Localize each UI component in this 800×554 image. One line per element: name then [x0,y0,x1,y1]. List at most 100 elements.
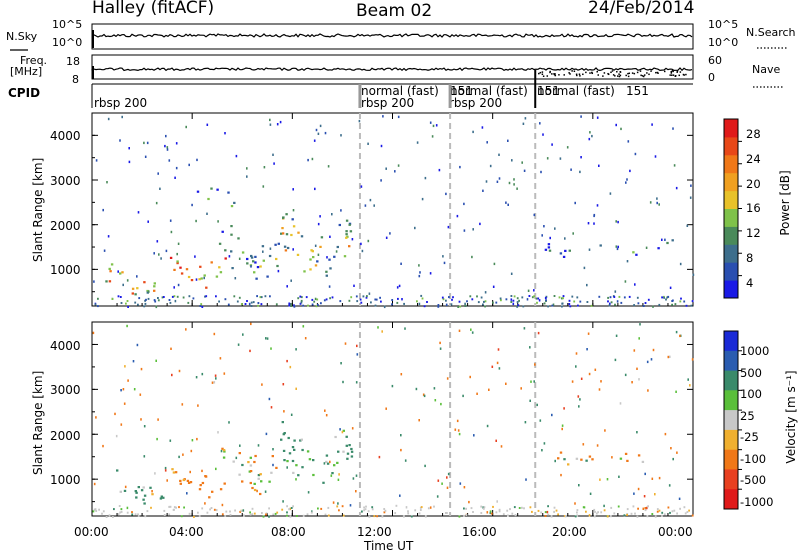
velocity-ground-cell [521,506,523,509]
velocity-scatter-cell [265,337,267,340]
velocity-echo-cell [292,471,295,474]
velocity-ground-cell [131,513,134,516]
power-scatter-cell [165,249,168,253]
velocity-scatter-cell [588,372,591,376]
velocity-scatter-cell [114,412,116,416]
velocity-ground-cell [626,508,629,511]
velocity-ground-cell [363,506,365,509]
power-scatter-cell [493,262,496,266]
power-ground-cell [658,303,661,306]
velocity-ground-cell [644,509,647,512]
velocity-scatter-cell [643,495,646,498]
power-scatter-cell [153,252,155,255]
velocity-ground-cell [407,512,410,515]
power-echo-cell [283,245,287,248]
velocity-scatter-cell [525,478,527,481]
power-echo-cell [199,265,202,268]
power-scatter-cell [634,283,636,286]
power-scatter-cell [385,236,388,239]
nave-dot [633,72,636,75]
velocity-echo-cell [350,455,354,458]
velocity-ground-cell [206,511,209,514]
nave-dot [541,73,544,76]
velocity-echo-cell [149,486,152,489]
power-scatter-cell [598,164,600,167]
power-ground-cell [391,303,393,306]
power-ground-cell [482,303,484,306]
velocity-ground-cell [403,515,405,518]
power-scatter-cell [400,262,402,265]
power-scatter-cell [546,157,549,160]
velocity-ground-cell [470,507,473,510]
velocity-colorbar-swatch [724,429,738,451]
power-ground-cell [536,301,538,304]
velocity-ground-cell [183,506,185,509]
power-echo-cell [153,289,156,292]
power-echo-cell [544,248,548,251]
velocity-scatter-cell [691,358,694,361]
power-scatter-cell [540,170,542,174]
nsky-label: N.Sky [6,30,38,43]
velocity-scatter-cell [185,328,187,331]
power-scatter-cell [380,144,383,148]
power-scatter-cell [361,249,364,253]
power-ground-cell [275,303,278,306]
nave-dot [585,71,587,74]
power-ground-cell [544,297,547,299]
power-echo-cell [564,249,567,252]
power-echo-cell [261,245,265,248]
power-scatter-cell [513,183,515,186]
nave-dot [628,72,631,75]
velocity-echo-cell [293,439,296,442]
power-scatter-cell [396,286,399,289]
velocity-ground-cell [94,508,97,511]
velocity-scatter-cell [554,459,556,463]
power-colorbar-swatch [724,262,738,281]
power-panel-frame [91,112,694,307]
power-ground-cell [240,303,243,306]
velocity-scatter-cell [476,392,478,395]
power-ground-cell [535,297,538,300]
vel-cb-tick-100: 100 [740,387,762,401]
power-echo-cell [196,190,200,193]
velocity-ground-cell [383,511,386,514]
power-scatter-cell [168,159,171,162]
velocity-scatter-cell [536,403,538,407]
power-scatter-cell [277,269,280,273]
power-ground-cell [516,297,519,300]
velocity-scatter-cell [339,428,341,431]
velocity-ground-cell [112,516,114,518]
power-echo-cell [252,260,255,263]
vel-cb-tick-neg25: -25 [740,430,759,444]
velocity-ground-cell [336,505,339,508]
power-scatter-cell [156,240,159,243]
nave-dot [573,70,576,73]
velocity-ground-cell [113,508,115,511]
power-ground-cell [94,303,97,306]
velocity-scatter-cell [469,375,471,379]
power-scatter-cell [128,147,130,150]
power-scatter-cell [175,142,178,145]
velocity-ground-cell [134,513,137,516]
velocity-scatter-cell [468,500,470,504]
power-scatter-cell [489,164,492,168]
velocity-ground-cell [632,505,635,508]
nave-dot [639,70,642,72]
velocity-echo-cell [295,464,298,467]
nave-dot [641,75,644,77]
nave-dot [670,74,673,76]
velocity-scatter-cell [140,367,143,371]
velocity-scatter-cell [578,405,580,408]
power-scatter-cell [335,250,338,253]
nave-dot [542,75,545,77]
velocity-scatter-cell [537,331,540,335]
power-echo-cell [262,259,265,262]
power-echo-cell [153,285,156,288]
nave-dot [685,73,687,76]
velocity-scatter-cell [215,377,217,380]
power-ground-cell [531,296,534,299]
velocity-ground-cell [576,514,579,517]
power-ground-cell [553,295,556,297]
power-echo-cell [179,266,182,269]
power-scatter-cell [290,279,292,282]
